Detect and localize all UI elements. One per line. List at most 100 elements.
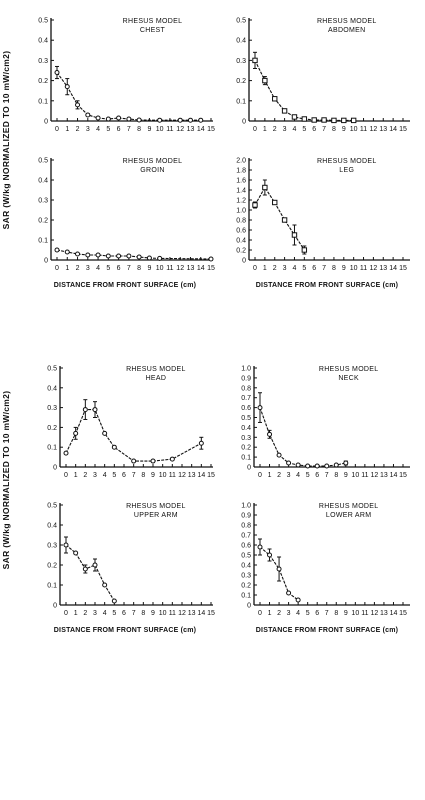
data-point xyxy=(262,77,268,84)
data-point xyxy=(177,117,183,123)
x-tick-label: 2 xyxy=(76,126,80,133)
y-tick-label: 0.4 xyxy=(241,563,251,570)
x-tick-label: 12 xyxy=(176,126,184,133)
x-tick-label: 3 xyxy=(86,126,90,133)
x-tick-label: 10 xyxy=(351,472,359,479)
x-tick-label: 6 xyxy=(315,472,319,479)
data-point xyxy=(54,70,60,76)
chart-groin: 00.10.20.30.40.50 1 2 3 4 5 6 7 8 9 10 11 12 13 14 15RH… xyxy=(38,158,215,273)
x-tick-label: 3 xyxy=(287,610,291,617)
x-tick-label: 6 xyxy=(312,126,316,133)
x-tick-label: 15 xyxy=(399,472,407,479)
x-tick-label: 10 xyxy=(156,126,164,133)
y-tick-label: 0 xyxy=(44,119,48,126)
x-tick-label: 5 xyxy=(306,472,310,479)
chart-title-line2: LOWER ARM xyxy=(326,512,371,519)
x-tick-label: 4 xyxy=(293,126,297,133)
x-tick-label: 0 xyxy=(55,126,59,133)
y-tick-label: 0.4 xyxy=(47,523,57,530)
data-point xyxy=(267,431,273,437)
x-tick-label: 3 xyxy=(93,472,97,479)
x-tick-label: 12 xyxy=(178,472,186,479)
series-line-head xyxy=(65,409,202,462)
y-tick-label: 0.3 xyxy=(38,58,48,65)
data-point xyxy=(102,582,108,588)
data-point xyxy=(343,460,349,466)
data-point xyxy=(116,115,122,121)
data-point xyxy=(272,96,278,102)
y-tick-label: 0.5 xyxy=(236,18,246,25)
chart-head: 00.10.20.30.40.50 1 2 3 4 5 6 7 8 9 10 11 12 13 14 15RH… xyxy=(47,366,215,480)
x-tick-label: 9 xyxy=(151,610,155,617)
y-tick-label: 0.2 xyxy=(47,425,57,432)
data-point xyxy=(291,232,298,238)
chart-lower-arm: 00.10.20.30.40.50.60.70.80.91.00 1 2 3 4 5 6 7 8… xyxy=(241,503,410,617)
y-tick-label: 0.1 xyxy=(241,455,251,462)
x-tick-label: 10 xyxy=(156,265,164,272)
x-tick-label: 3 xyxy=(283,265,287,272)
y-tick-label: 0.3 xyxy=(236,58,246,65)
x-tick-label: 6 xyxy=(122,472,126,479)
y-tick-label: 1.0 xyxy=(241,366,251,373)
y-tick-label: 0.6 xyxy=(241,405,251,412)
data-point xyxy=(73,550,79,556)
data-point xyxy=(301,247,308,253)
y-tick-label: 0.6 xyxy=(241,543,251,550)
x-tick-label: 8 xyxy=(137,265,141,272)
x-tick-label: 5 xyxy=(112,610,116,617)
data-point xyxy=(131,458,137,464)
x-axis-label-bottom-left: DISTANCE FROM FRONT SURFACE (cm) xyxy=(54,627,196,634)
x-tick-label: 2 xyxy=(277,610,281,617)
x-tick-label: 4 xyxy=(296,472,300,479)
data-point xyxy=(314,463,320,469)
x-tick-label: 8 xyxy=(141,610,145,617)
x-tick-label: 0 xyxy=(64,610,68,617)
data-point xyxy=(295,597,301,603)
data-point xyxy=(276,452,282,458)
x-tick-label: 7 xyxy=(325,472,329,479)
x-tick-label: 14 xyxy=(390,472,398,479)
y-tick-label: 0.1 xyxy=(241,593,251,600)
x-tick-label: 15 xyxy=(399,265,407,272)
y-tick-label: 0.3 xyxy=(241,573,251,580)
data-point xyxy=(105,253,111,259)
y-tick-label: 0.3 xyxy=(38,198,48,205)
data-point xyxy=(252,202,258,208)
x-tick-label: 15 xyxy=(207,265,215,272)
x-tick-label: 3 xyxy=(86,265,90,272)
x-tick-label: 0 xyxy=(253,265,257,272)
chart-title-line1: RHESUS MODEL xyxy=(123,18,183,25)
panels: 00.10.20.30.40.50 1 2 3 4 5 6 7 8 9 10 11 12 13 14 15RH… xyxy=(38,18,410,617)
y-tick-label: 2.0 xyxy=(236,158,246,165)
x-tick-label: 2 xyxy=(83,472,87,479)
x-tick-label: 1 xyxy=(65,265,69,272)
chart-title-line1: RHESUS MODEL xyxy=(319,503,379,510)
x-tick-label: 13 xyxy=(379,126,387,133)
data-point xyxy=(321,117,327,123)
data-point xyxy=(198,440,204,446)
data-point xyxy=(116,253,122,259)
x-tick-label: 15 xyxy=(207,610,215,617)
x-tick-label: 15 xyxy=(399,610,407,617)
chart-title-line1: RHESUS MODEL xyxy=(126,503,186,510)
data-point xyxy=(95,252,101,258)
x-tick-label: 4 xyxy=(96,126,100,133)
data-point xyxy=(126,116,132,122)
x-tick-label: 7 xyxy=(325,610,329,617)
data-point xyxy=(331,117,337,124)
y-tick-label: 0.7 xyxy=(241,533,251,540)
chart-neck: 00.10.20.30.40.50.60.70.80.91.00 1 2 3 4 5 6 7 8… xyxy=(241,366,410,479)
y-tick-label: 1.2 xyxy=(236,198,246,205)
data-point xyxy=(267,552,273,558)
x-tick-label: 0 xyxy=(258,472,262,479)
chart-title-line2: NECK xyxy=(338,375,359,382)
x-tick-label: 12 xyxy=(370,265,378,272)
chart-title-line2: ABDOMEN xyxy=(328,27,366,34)
x-tick-label: 11 xyxy=(169,610,176,617)
chart-title-line1: RHESUS MODEL xyxy=(319,366,379,373)
x-axis-label-top-left: DISTANCE FROM FRONT SURFACE (cm) xyxy=(54,282,196,289)
y-tick-label: 0.3 xyxy=(241,435,251,442)
x-tick-label: 5 xyxy=(302,126,306,133)
y-axis-label-top: SAR (W/kg NORMALIZED TO 10 mW/cm2) xyxy=(1,51,11,230)
